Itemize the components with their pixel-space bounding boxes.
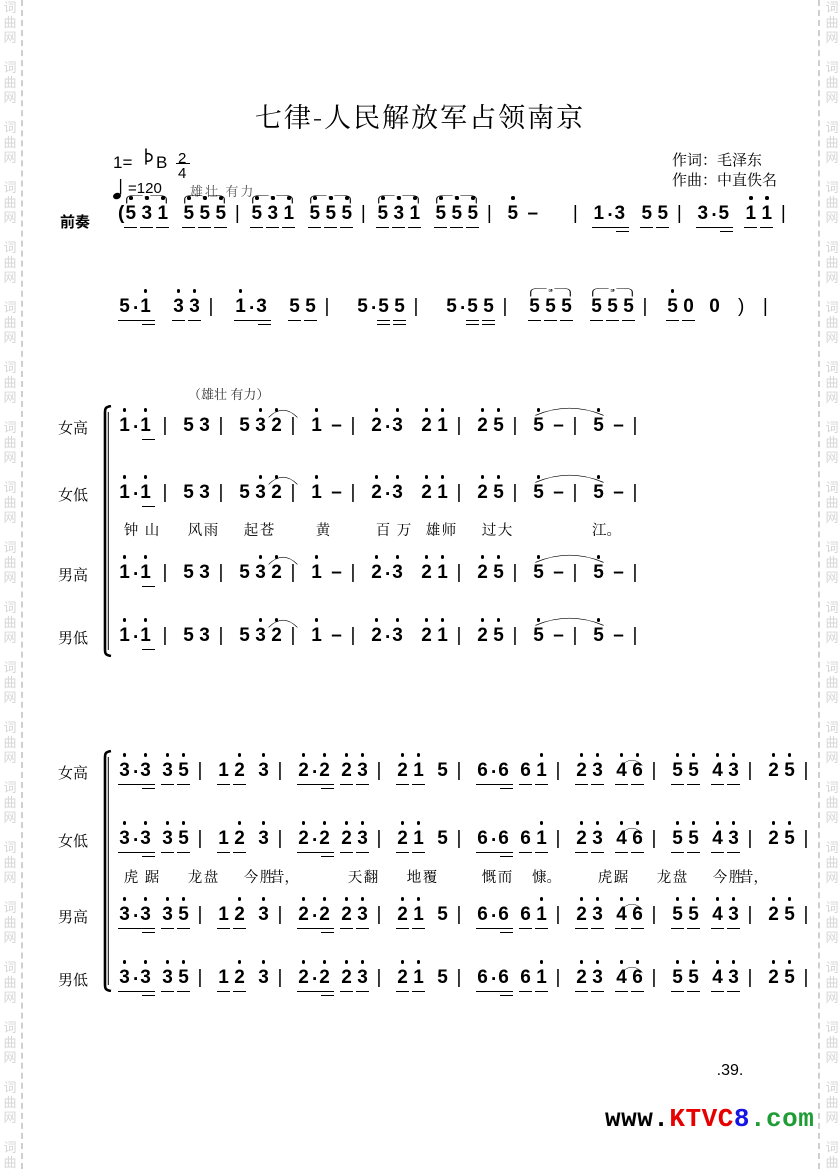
svg-text:3: 3 (610, 289, 615, 293)
svg-text:3: 3 (548, 289, 553, 293)
